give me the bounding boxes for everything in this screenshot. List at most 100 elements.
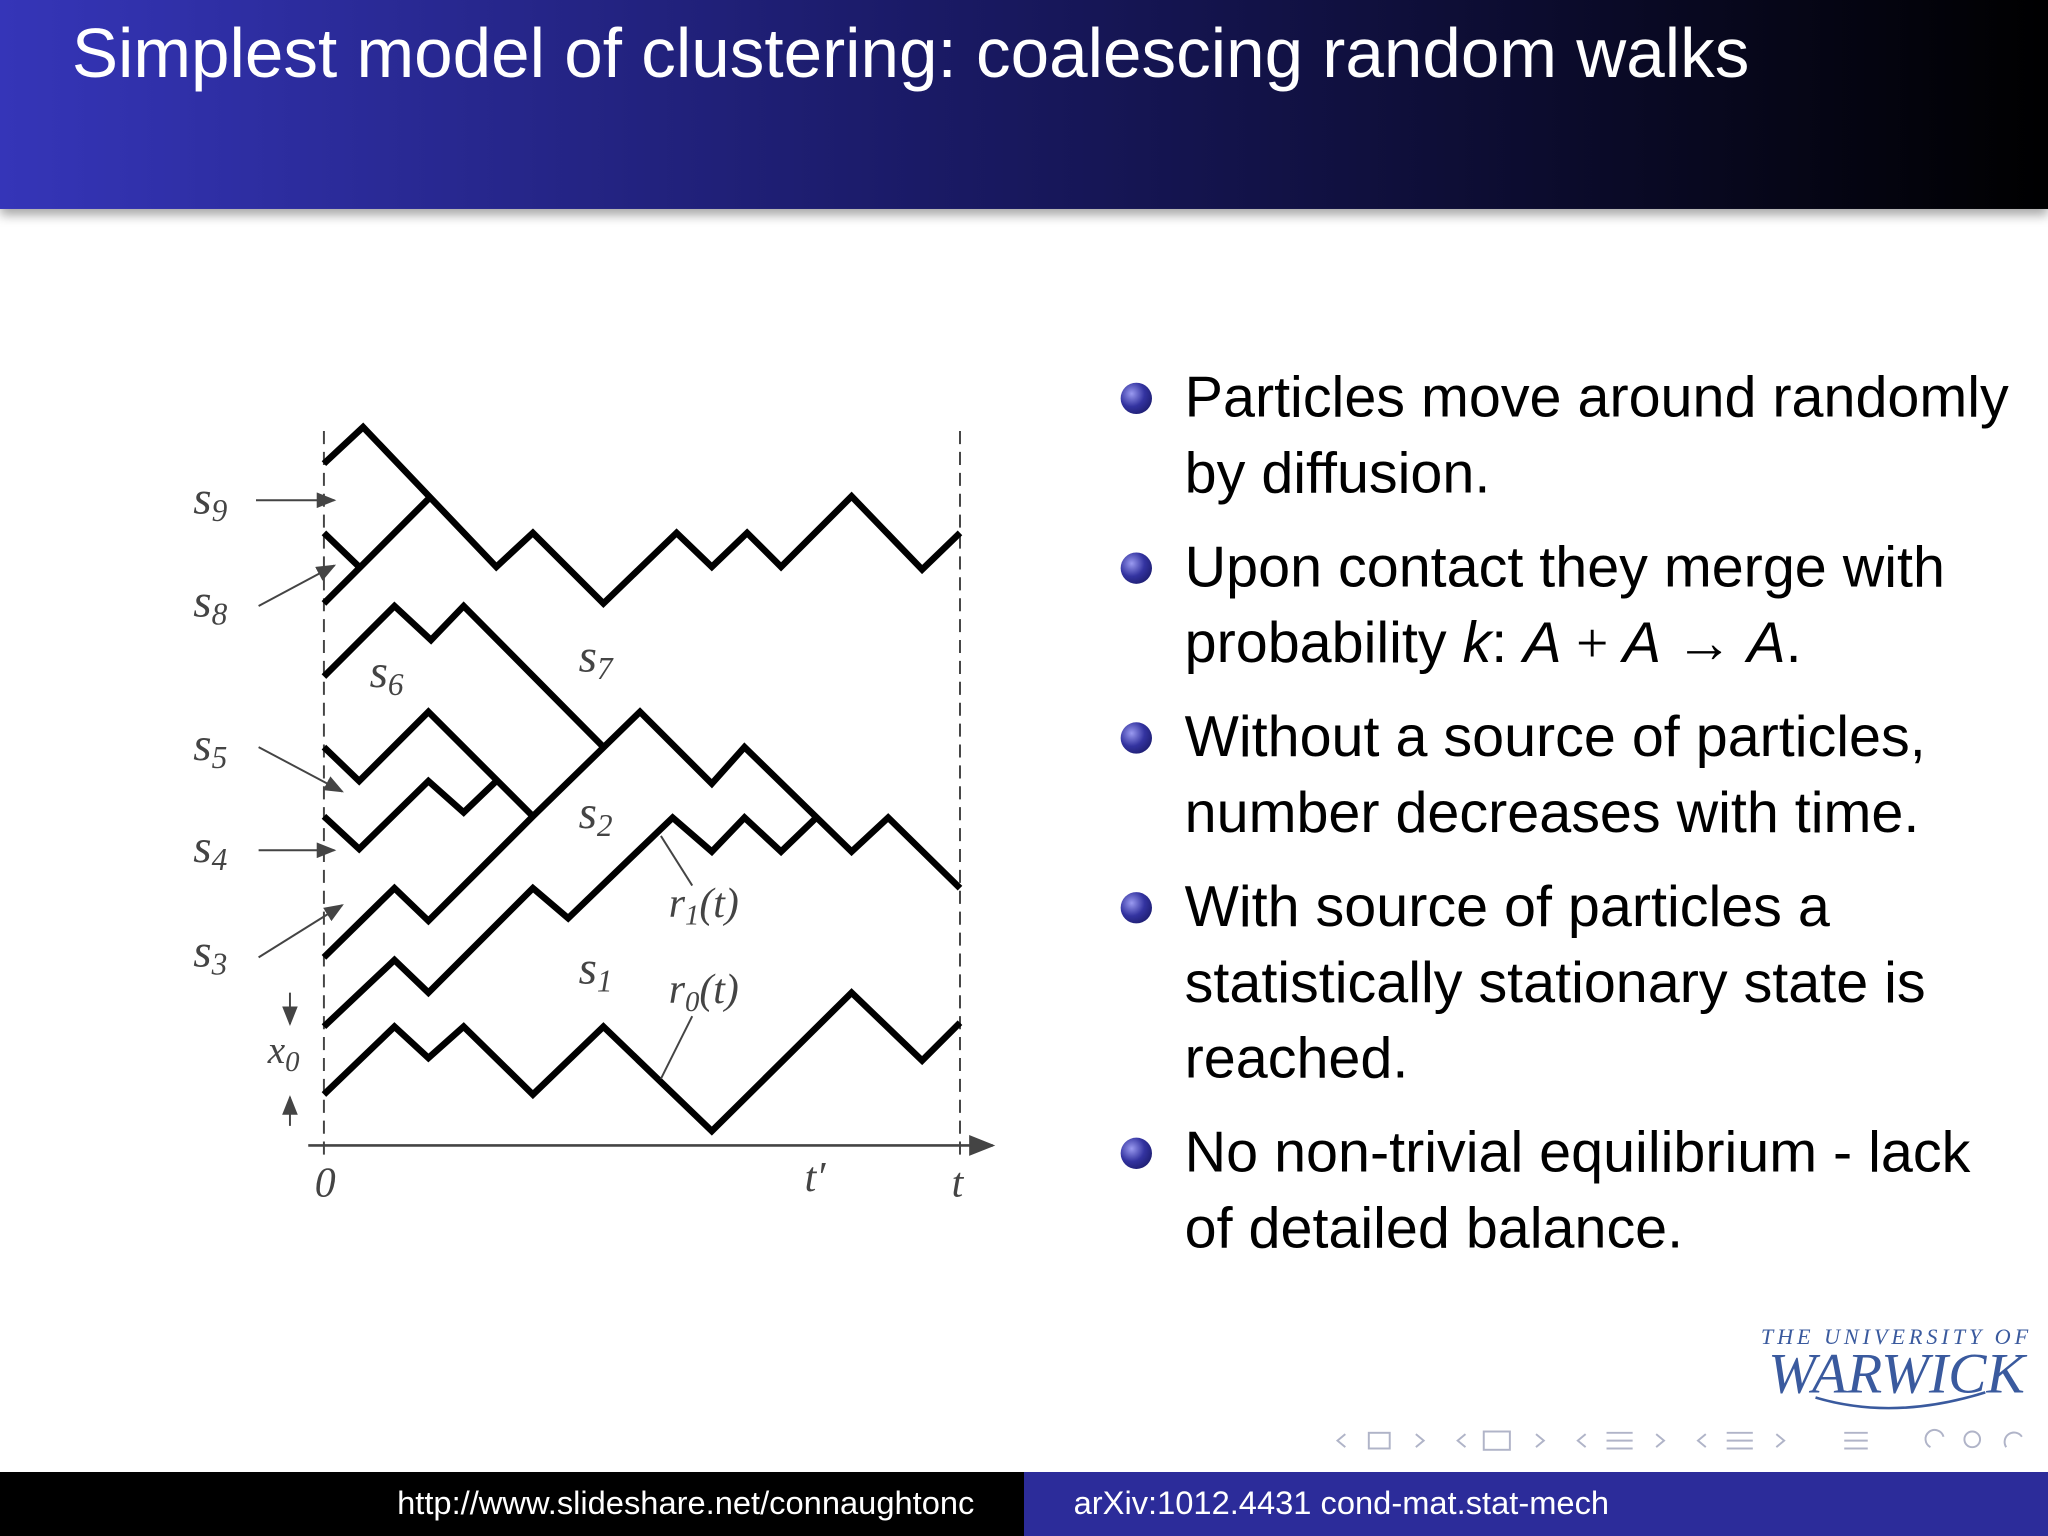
curve-label: r1(t)	[669, 881, 739, 932]
walk	[321, 776, 499, 854]
argument: (t)	[699, 881, 738, 927]
axis-label: t′	[805, 1155, 827, 1201]
nav-icon	[1924, 1428, 1945, 1449]
subscript: 9	[212, 493, 228, 528]
bullet-text: .	[1785, 611, 1802, 676]
nav-icon	[1415, 1433, 1426, 1448]
nav-icon	[1335, 1433, 1346, 1448]
math-var: k	[1462, 611, 1492, 676]
subscript: 5	[212, 740, 228, 775]
math-op: +	[1561, 611, 1623, 676]
arrow	[258, 904, 344, 959]
label: s4	[193, 821, 227, 877]
subscript: 1	[685, 900, 699, 932]
symbol: s	[579, 787, 597, 839]
math-var: A	[1622, 611, 1662, 676]
symbol: r	[669, 881, 686, 927]
nav-icon	[1844, 1431, 1868, 1450]
subscript: 3	[211, 946, 228, 981]
footer-text: http://www.slideshare.net/connaughtonc	[397, 1485, 975, 1522]
symbol: s	[579, 630, 597, 682]
symbol: x	[267, 1029, 286, 1072]
symbol: s	[193, 575, 211, 627]
label: s6	[370, 646, 404, 702]
curve-label: r0(t)	[669, 967, 739, 1018]
leader-line	[660, 835, 694, 887]
nav-icon	[1696, 1433, 1707, 1448]
subscript: 2	[597, 808, 613, 843]
axis-label: 0	[315, 1160, 336, 1206]
bullet-marker	[1120, 382, 1152, 415]
symbol: s	[193, 472, 211, 524]
axis-label: t	[952, 1160, 965, 1206]
label: s2	[579, 787, 613, 843]
bullet-text: No non-trivial equilibrium - lack of det…	[1184, 1120, 1971, 1261]
bullet-marker	[1120, 892, 1152, 924]
bullet-item: Upon contact they merge with probability…	[1120, 530, 2021, 682]
bullet-text: With source of particles a statistically…	[1184, 875, 1926, 1091]
labels: s9 s8 s6 s7 s5 s4 s2 s3 s1 x0 r1(t) r0(t…	[193, 472, 964, 1206]
arrow	[258, 564, 337, 607]
bullet-list: Particles move around randomly by diffus…	[1120, 360, 2035, 1285]
bullet-item: No non-trivial equilibrium - lack of det…	[1120, 1115, 2021, 1267]
label: s9	[193, 472, 227, 528]
bullet-text: Without a source of particles, number de…	[1184, 705, 1926, 846]
bullet-item: Without a source of particles, number de…	[1120, 700, 2021, 852]
footer-left: http://www.slideshare.net/connaughtonc	[0, 1471, 1024, 1536]
label: s8	[193, 575, 227, 631]
nav-icon	[2003, 1431, 2023, 1448]
label: s7	[579, 630, 614, 686]
label-arrows	[255, 492, 694, 1126]
nav-icon	[1726, 1431, 1753, 1450]
subscript: 7	[597, 651, 614, 686]
label: x0	[267, 1029, 300, 1078]
symbol: s	[193, 926, 211, 978]
walk	[321, 707, 536, 819]
bullet-text: Upon contact they merge with probability	[1184, 535, 1945, 676]
subscript: 6	[388, 667, 404, 702]
argument: (t)	[699, 967, 738, 1013]
logo-swoosh	[1815, 1391, 1986, 1410]
walk	[321, 988, 963, 1136]
subscript: 1	[597, 963, 613, 998]
math-op: →	[1661, 611, 1748, 676]
math-var: A	[1523, 611, 1562, 676]
subscript: 0	[685, 986, 699, 1018]
symbol: s	[193, 719, 211, 771]
nav-icon	[1606, 1431, 1633, 1450]
nav-icon	[1535, 1433, 1546, 1448]
walk	[321, 422, 963, 609]
nav-icon	[1576, 1433, 1587, 1448]
label: s3	[193, 926, 227, 982]
symbol: s	[370, 646, 388, 698]
walk	[321, 494, 434, 606]
slide-title: Simplest model of clustering: coalescing…	[71, 15, 1750, 93]
logo-line1: THE UNIVERSITY OF	[1761, 1324, 2032, 1349]
footer-right: arXiv:1012.4431 cond-mat.stat-mech	[1023, 1471, 2048, 1536]
bullet-text: :	[1491, 611, 1524, 676]
nav-icon	[1456, 1433, 1467, 1448]
label: s5	[193, 719, 227, 775]
walks	[321, 422, 963, 1136]
nav-icon	[1367, 1431, 1391, 1450]
math-var: A	[1747, 611, 1786, 676]
bullet-item: Particles move around randomly by diffus…	[1120, 360, 2021, 512]
walk	[321, 530, 362, 570]
bullet-item: With source of particles a statistically…	[1120, 870, 2021, 1097]
bullet-marker	[1120, 722, 1152, 754]
logo-line2: WARWICK	[1768, 1342, 2027, 1405]
walk	[321, 601, 606, 750]
walk	[321, 707, 963, 960]
header-bar: Simplest model of clustering: coalescing…	[0, 0, 2048, 209]
bullet-marker	[1120, 552, 1152, 584]
label: s1	[579, 943, 613, 999]
symbol: r	[669, 967, 686, 1013]
subscript: 4	[212, 842, 228, 877]
nav-icon	[1655, 1433, 1666, 1448]
leader-line	[660, 1015, 694, 1080]
symbol: s	[579, 943, 597, 995]
symbol: s	[193, 821, 211, 873]
nav-symbols	[1335, 1428, 2023, 1451]
